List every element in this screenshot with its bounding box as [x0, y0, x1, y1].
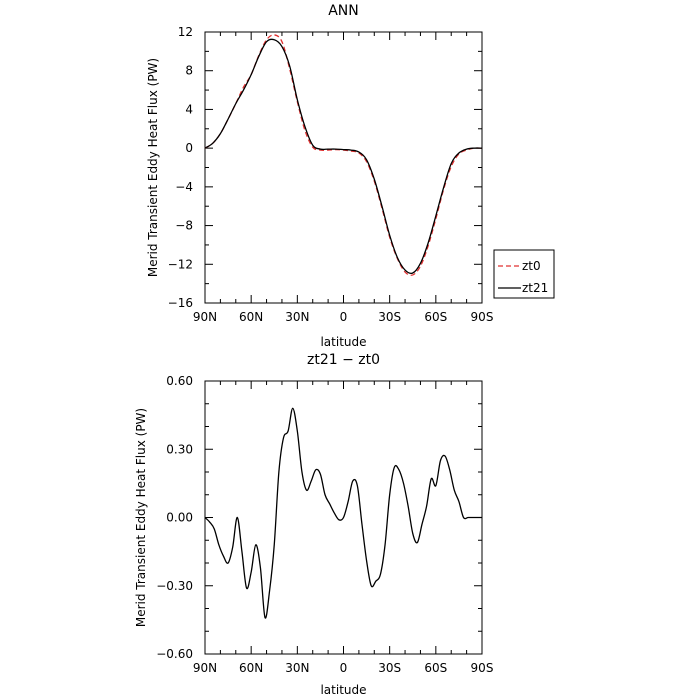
x-tick-label: 30S: [378, 661, 401, 675]
x-tick-label: 90N: [193, 661, 217, 675]
y-tick-label: −16: [168, 296, 193, 310]
series-line-zt0: [204, 34, 483, 276]
y-tick-label: −0.30: [156, 579, 193, 593]
series-line-zt21: [204, 38, 483, 275]
x-tick-label: 0: [340, 661, 348, 675]
plot-frame: [204, 31, 483, 304]
legend-label-zt21: zt21: [522, 281, 548, 295]
y-axis-label: Merid Transient Eddy Heat Flux (PW): [134, 408, 148, 627]
x-tick-label: 60S: [424, 661, 447, 675]
x-tick-label: 0: [340, 310, 348, 324]
y-tick-label: −8: [175, 219, 193, 233]
legend-box: [493, 249, 555, 299]
x-tick-label: 60N: [239, 310, 263, 324]
y-tick-label: −12: [168, 257, 193, 271]
chart-title: zt21 − zt0: [307, 352, 380, 368]
x-tick-label: 30N: [285, 310, 309, 324]
y-tick-label: 0.00: [166, 511, 193, 525]
x-tick-label: 30N: [285, 661, 309, 675]
x-tick-label: 60N: [239, 661, 263, 675]
y-tick-label: −4: [175, 180, 193, 194]
x-tick-label: 30S: [378, 310, 401, 324]
y-tick-label: 0: [185, 141, 193, 155]
y-tick-label: 0.60: [166, 374, 193, 388]
chart-title: ANN: [328, 3, 359, 19]
x-tick-label: 90S: [471, 310, 494, 324]
y-tick-label: 4: [185, 102, 193, 116]
x-tick-label: 60S: [424, 310, 447, 324]
y-tick-label: 8: [185, 64, 193, 78]
x-tick-label: 90S: [471, 661, 494, 675]
series-line: [204, 407, 482, 619]
y-tick-label: −0.60: [156, 647, 193, 661]
y-tick-label: 0.30: [166, 442, 193, 456]
y-axis-label: Merid Transient Eddy Heat Flux (PW): [146, 58, 160, 277]
legend-label-zt0: zt0: [522, 259, 541, 273]
x-tick-label: 90N: [193, 310, 217, 324]
y-tick-label: 12: [178, 25, 193, 39]
x-axis-label: latitude: [320, 335, 366, 349]
x-axis-label: latitude: [320, 683, 366, 697]
